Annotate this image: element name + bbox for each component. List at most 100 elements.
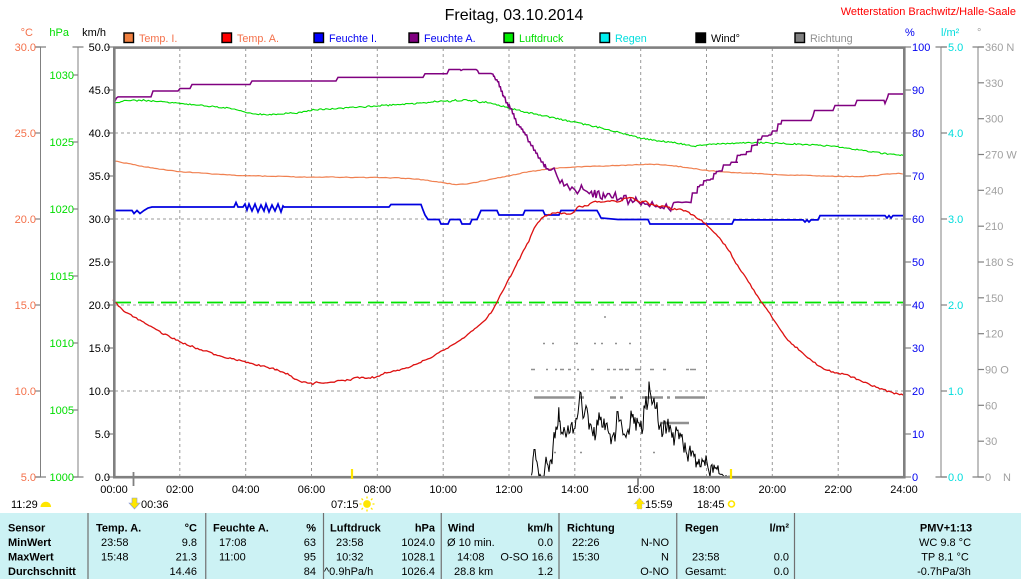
svg-text:0: 0 <box>985 472 991 484</box>
svg-text:270 W: 270 W <box>985 150 1017 162</box>
svg-text:100: 100 <box>912 42 930 54</box>
svg-text:Ø 10 min.: Ø 10 min. <box>447 537 495 549</box>
svg-text:40.0: 40.0 <box>89 128 110 140</box>
svg-text:Luftdruck: Luftdruck <box>519 33 564 45</box>
svg-text:Luftdruck: Luftdruck <box>330 523 382 535</box>
svg-text:18:00: 18:00 <box>693 484 721 496</box>
svg-text:%: % <box>905 27 915 39</box>
svg-text:Durchschnitt: Durchschnitt <box>8 566 76 578</box>
svg-text:04:00: 04:00 <box>232 484 260 496</box>
svg-text:TP 8.1 °C: TP 8.1 °C <box>921 552 969 564</box>
svg-text:10: 10 <box>912 429 924 441</box>
svg-text:Temp. A.: Temp. A. <box>96 523 141 535</box>
svg-text:00:00: 00:00 <box>100 484 128 496</box>
svg-text:15:48: 15:48 <box>101 552 129 564</box>
svg-text:90: 90 <box>912 85 924 97</box>
svg-text:30: 30 <box>985 436 997 448</box>
svg-text:N: N <box>1003 472 1011 484</box>
svg-text:10:32: 10:32 <box>336 552 364 564</box>
svg-text:1028.1: 1028.1 <box>401 552 435 564</box>
svg-text:0.0: 0.0 <box>95 472 110 484</box>
svg-text:90 O: 90 O <box>985 365 1009 377</box>
svg-text:00:36: 00:36 <box>141 499 169 511</box>
svg-text:Feuchte A.: Feuchte A. <box>213 523 269 535</box>
svg-text:21.3: 21.3 <box>176 552 197 564</box>
svg-text:120: 120 <box>985 329 1003 341</box>
svg-text:%: % <box>306 523 316 535</box>
svg-text:22:00: 22:00 <box>824 484 852 496</box>
svg-text:180 S: 180 S <box>985 257 1014 269</box>
svg-text:25.0: 25.0 <box>15 128 36 140</box>
svg-text:60: 60 <box>985 400 997 412</box>
svg-text:Sensor: Sensor <box>8 523 46 535</box>
svg-text:28.8 km: 28.8 km <box>454 566 493 578</box>
svg-text:22:26: 22:26 <box>572 537 600 549</box>
svg-text:1025: 1025 <box>50 137 74 149</box>
svg-text:40: 40 <box>912 300 924 312</box>
svg-text:Temp. A.: Temp. A. <box>237 33 279 45</box>
svg-text:-0.7hPa/3h: -0.7hPa/3h <box>917 566 971 578</box>
svg-text:PMV+1:13: PMV+1:13 <box>920 523 972 535</box>
svg-text:63: 63 <box>304 537 316 549</box>
svg-text:17:08: 17:08 <box>219 537 247 549</box>
svg-text:11:00: 11:00 <box>219 552 246 564</box>
svg-text:23:58: 23:58 <box>692 552 720 564</box>
svg-text:20.0: 20.0 <box>15 214 36 226</box>
svg-text:10:00: 10:00 <box>429 484 457 496</box>
svg-text:23:58: 23:58 <box>101 537 129 549</box>
svg-text:MinWert: MinWert <box>8 537 52 549</box>
svg-text:Feuchte A.: Feuchte A. <box>424 33 476 45</box>
svg-text:06:00: 06:00 <box>298 484 326 496</box>
svg-text:°C: °C <box>21 27 33 39</box>
svg-text:1015: 1015 <box>50 271 74 283</box>
svg-text:60: 60 <box>912 214 924 226</box>
svg-text:240: 240 <box>985 185 1003 197</box>
svg-text:02:00: 02:00 <box>166 484 194 496</box>
svg-text:20: 20 <box>912 386 924 398</box>
svg-text:15:30: 15:30 <box>572 552 600 564</box>
svg-text:0.0: 0.0 <box>948 472 963 484</box>
svg-text:N-NO: N-NO <box>641 537 670 549</box>
svg-text:23:58: 23:58 <box>336 537 364 549</box>
svg-text:0.0: 0.0 <box>774 552 789 564</box>
svg-text:18:45: 18:45 <box>697 499 725 511</box>
svg-text:4.0: 4.0 <box>948 128 963 140</box>
svg-text:14:08: 14:08 <box>457 552 485 564</box>
svg-text:O-NO: O-NO <box>640 566 669 578</box>
svg-text:08:00: 08:00 <box>364 484 392 496</box>
svg-text:14:00: 14:00 <box>561 484 589 496</box>
svg-text:300: 300 <box>985 114 1003 126</box>
svg-text:Wind°: Wind° <box>711 33 740 45</box>
svg-text:35.0: 35.0 <box>89 171 110 183</box>
svg-text:24:00: 24:00 <box>890 484 918 496</box>
svg-text:km/h: km/h <box>527 523 553 535</box>
svg-text:330: 330 <box>985 78 1003 90</box>
svg-text:30.0: 30.0 <box>89 214 110 226</box>
svg-text:0.0: 0.0 <box>538 537 553 549</box>
svg-text:1010: 1010 <box>50 338 74 350</box>
svg-text:°: ° <box>977 27 981 39</box>
svg-text:1024.0: 1024.0 <box>401 537 435 549</box>
svg-text:l/m²: l/m² <box>941 27 960 39</box>
svg-text:0.0: 0.0 <box>774 566 789 578</box>
svg-text:80: 80 <box>912 128 924 140</box>
svg-text:Regen: Regen <box>615 33 647 45</box>
svg-text:07:15: 07:15 <box>331 499 359 511</box>
svg-text:25.0: 25.0 <box>89 257 110 269</box>
svg-text:84: 84 <box>304 566 316 578</box>
svg-text:30: 30 <box>912 343 924 355</box>
svg-text:10.0: 10.0 <box>89 386 110 398</box>
svg-text:Temp. I.: Temp. I. <box>139 33 177 45</box>
svg-text:95: 95 <box>304 552 316 564</box>
svg-text:15.0: 15.0 <box>15 300 36 312</box>
svg-text:30.0: 30.0 <box>15 42 36 54</box>
svg-text:hPa: hPa <box>49 27 69 39</box>
svg-text:15.0: 15.0 <box>89 343 110 355</box>
svg-text:50: 50 <box>912 257 924 269</box>
svg-text:16:00: 16:00 <box>627 484 655 496</box>
svg-text:^0.9hPa/h: ^0.9hPa/h <box>324 566 373 578</box>
svg-text:150: 150 <box>985 293 1003 305</box>
svg-text:0: 0 <box>912 472 918 484</box>
svg-text:Richtung: Richtung <box>567 523 615 535</box>
svg-text:Wind: Wind <box>448 523 475 535</box>
